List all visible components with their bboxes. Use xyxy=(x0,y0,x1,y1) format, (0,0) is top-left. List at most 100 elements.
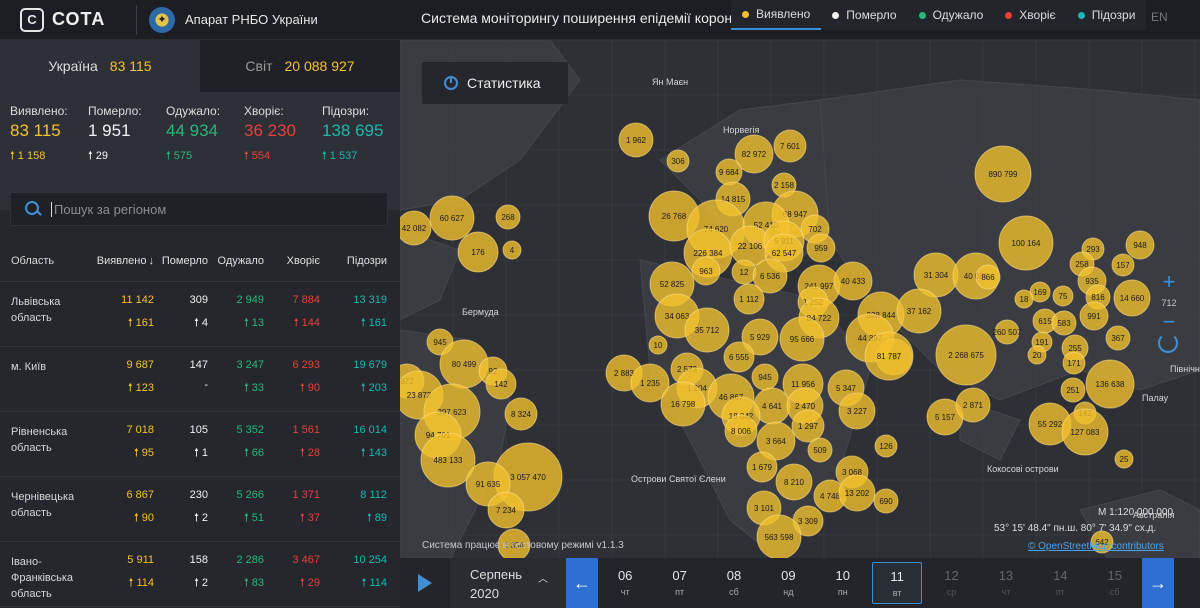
search-icon[interactable] xyxy=(25,201,41,217)
bubble-label: 226 384 xyxy=(694,249,723,258)
bubble-label: 11 956 xyxy=(791,380,815,389)
day-number: 09 xyxy=(781,568,796,583)
legend-label: Хворіє xyxy=(1019,8,1056,22)
month-label: Серпень xyxy=(470,567,523,582)
refresh-icon[interactable] xyxy=(1158,333,1178,353)
region-search xyxy=(10,192,388,226)
rnbo-brand[interactable]: ✦ Апарат РНБО України xyxy=(149,6,318,33)
bubble-label: 2 268 675 xyxy=(948,351,984,360)
stat-label: Померло: xyxy=(88,104,142,118)
day-item[interactable]: 07 пт xyxy=(655,562,705,604)
cell-dead: 158 🠕 2 xyxy=(154,554,208,606)
legend-item[interactable]: Одужало xyxy=(908,0,995,30)
tab-world[interactable]: Світ 20 088 927 xyxy=(200,40,400,92)
table-row[interactable]: Чернівецька область 6 867 🠕 90 230 🠕 2 5… xyxy=(0,477,400,542)
legend-item[interactable]: Підозри xyxy=(1067,0,1147,30)
bubble-label: 258 xyxy=(1075,260,1089,269)
bubble-label: 157 xyxy=(1116,261,1130,270)
day-item[interactable]: 08 сб xyxy=(709,562,759,604)
bubble-label: 171 xyxy=(1067,359,1081,368)
case-bubble xyxy=(457,231,499,273)
cell-delta: 🠕 95 xyxy=(88,444,154,463)
case-bubble xyxy=(734,134,774,174)
day-weekday: чт xyxy=(620,587,630,597)
header-detected[interactable]: Виявлено ↓ xyxy=(88,255,154,267)
arrow-up-icon: 🠕 xyxy=(299,447,305,459)
day-item[interactable]: 10 пн xyxy=(818,562,868,604)
month-selector[interactable]: Серпень ︿ 2020 xyxy=(450,558,566,608)
search-input[interactable] xyxy=(51,201,351,217)
zoom-level: 712 xyxy=(1161,298,1177,308)
case-bubble xyxy=(838,392,876,430)
table-row[interactable]: Івано-Франківська область 5 911 🠕 114 15… xyxy=(0,542,400,607)
legend-item[interactable]: Померло xyxy=(821,0,907,30)
day-item[interactable]: 06 чт xyxy=(600,562,650,604)
cell-delta: 🠕 4 xyxy=(154,314,208,333)
bubble-label: 690 xyxy=(879,497,893,506)
bubble-label: 9 684 xyxy=(719,168,740,177)
statistics-button[interactable]: Статистика xyxy=(422,62,568,104)
bubble-label: 5 347 xyxy=(836,384,857,393)
bubble-label: 84 722 xyxy=(807,314,832,323)
tab-ukraine[interactable]: Україна 83 115 xyxy=(0,40,200,92)
day-item[interactable]: 15 сб xyxy=(1090,562,1140,604)
bubble-label: 2 158 xyxy=(774,181,795,190)
region-name: Львівська область xyxy=(11,296,61,324)
arrow-up-icon: 🠕 xyxy=(366,512,372,524)
header-suspected[interactable]: Підозри xyxy=(346,254,387,267)
cell-value: 3 247 xyxy=(236,359,264,371)
day-item[interactable]: 14 пт xyxy=(1035,562,1085,604)
bubble-label: 35 712 xyxy=(695,326,720,335)
day-weekday: нд xyxy=(783,587,794,597)
cell-sick: 6 293 🠕 90 xyxy=(264,359,320,411)
bubble-label: 866 xyxy=(981,273,995,282)
cell-value: 3 467 xyxy=(292,554,320,566)
header-recovered[interactable]: Одужало xyxy=(217,254,265,267)
zoom-out-button[interactable]: − xyxy=(1162,309,1176,334)
day-item[interactable]: 13 чт xyxy=(981,562,1031,604)
table-row[interactable]: Львівська область 11 142 🠕 161 309 🠕 4 2… xyxy=(0,282,400,347)
bubble-label: 328 844 xyxy=(867,311,896,320)
bubble-label: 169 xyxy=(1033,288,1047,297)
legend-item[interactable]: Виявлено xyxy=(731,0,822,30)
bubble-label: 642 xyxy=(1095,538,1109,547)
prev-day-button[interactable]: ← xyxy=(566,558,598,608)
cell-value: 9 687 xyxy=(126,359,154,371)
case-bubble xyxy=(975,264,1001,290)
cell-delta-value: 66 xyxy=(251,447,264,459)
day-item[interactable]: 09 нд xyxy=(763,562,813,604)
bubble-label: 2 573 xyxy=(677,365,698,374)
world-map[interactable]: 1 962 306 82 972 7 601 890 799 9 684 2 158 14 8… xyxy=(400,40,1200,608)
bubble-label: 18 xyxy=(1020,295,1029,304)
stat-value: 36 230 xyxy=(244,121,296,140)
play-button[interactable] xyxy=(400,558,450,608)
stat-value: 1 951 xyxy=(88,121,131,140)
header-region[interactable]: Область xyxy=(11,254,55,267)
cell-value: 147 xyxy=(189,359,208,371)
arrow-up-icon: 🠕 xyxy=(127,317,133,329)
cell-delta: 🠕 37 xyxy=(264,509,320,528)
case-bubble xyxy=(807,437,833,463)
table-row[interactable]: м. Київ 9 687 🠕 123 147 - 3 247 🠕 33 6 2… xyxy=(0,347,400,412)
bubble-label: 8 006 xyxy=(731,427,752,436)
header-sick[interactable]: Хворіє xyxy=(286,254,320,267)
legend-item[interactable]: Хворіє xyxy=(994,0,1066,30)
lang-en-button[interactable]: EN xyxy=(1151,10,1168,24)
sota-logo[interactable]: C СОТА xyxy=(20,7,130,32)
cell-delta: 🠕 2 xyxy=(154,574,208,593)
table-row[interactable]: Рівненська область 7 018 🠕 95 105 🠕 1 5 … xyxy=(0,412,400,477)
next-day-button[interactable]: → xyxy=(1142,558,1174,608)
osm-attribution-link[interactable]: © OpenStreetMap contributors xyxy=(1028,541,1164,552)
cell-detected: 6 867 🠕 90 xyxy=(88,489,154,541)
arrow-up-icon: 🠕 xyxy=(243,447,249,459)
header-dead[interactable]: Померло xyxy=(161,254,208,267)
stat-delta: 🠕 29 xyxy=(88,147,166,166)
day-item[interactable]: 11 вт xyxy=(872,562,923,604)
cell-delta-value: 114 xyxy=(369,577,387,589)
day-list: 06 чт 07 пт 08 сб 09 нд 10 пн 11 вт 12 ср 13 чт 14 пт 15 сб xyxy=(598,562,1142,604)
zoom-in-button[interactable]: + xyxy=(1162,269,1176,294)
stat-delta: 🠕 1 537 xyxy=(322,147,400,166)
legend-label: Підозри xyxy=(1091,8,1136,22)
day-item[interactable]: 12 ср xyxy=(927,562,977,604)
cell-delta-value: 4 xyxy=(201,317,208,329)
